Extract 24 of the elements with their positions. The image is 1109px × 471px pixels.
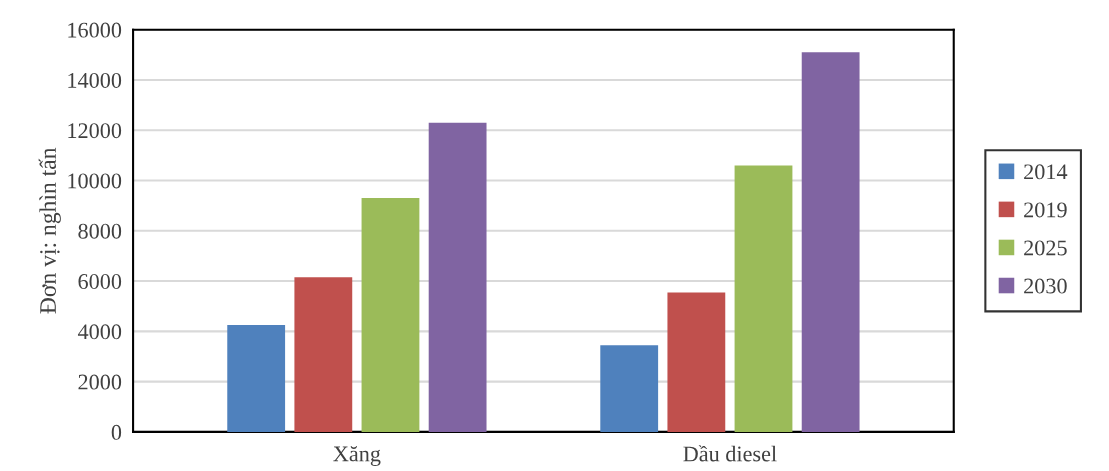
bar <box>801 52 860 432</box>
bar <box>428 122 487 432</box>
y-tick-label: 0 <box>111 424 122 440</box>
legend-label: 2014 <box>1024 164 1068 180</box>
legend-label: 2019 <box>1024 202 1067 218</box>
y-tick-label: 10000 <box>68 173 122 189</box>
y-tick-label: 2000 <box>78 374 122 390</box>
y-tick-label: 16000 <box>68 22 122 38</box>
bar <box>734 165 793 432</box>
y-axis-title: Đơn vị: nghìn tấn <box>38 147 61 314</box>
bar <box>294 277 353 432</box>
bar <box>667 292 726 432</box>
x-tick-label: Dầu diesel <box>683 445 777 462</box>
y-tick-label: 8000 <box>78 223 122 239</box>
bar <box>361 198 420 432</box>
legend-label: 2025 <box>1024 240 1067 256</box>
y-tick-label: 6000 <box>78 274 122 289</box>
bar <box>600 345 659 432</box>
x-tick-label: Xăng <box>333 445 381 466</box>
y-tick-label: 4000 <box>77 324 122 340</box>
y-tick-label: 12000 <box>68 123 122 139</box>
bar <box>227 325 286 432</box>
legend-label: 2030 <box>1024 278 1067 294</box>
y-tick-label: 14000 <box>68 72 122 88</box>
